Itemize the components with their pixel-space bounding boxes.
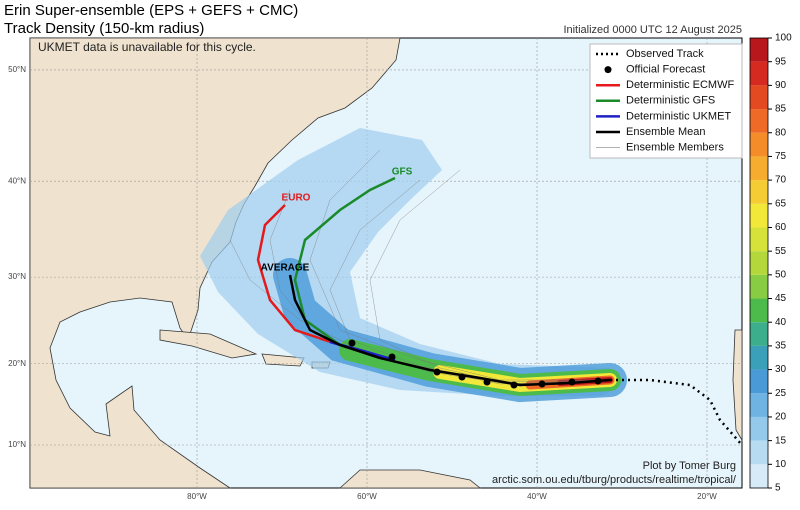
lon-label: 20°W — [697, 492, 717, 501]
annotation: AVERAGE — [261, 263, 310, 274]
graticule: 10°N 20°N 30°N 40°N 50°N 80°W 60°W 40°W 20°W — [8, 38, 742, 501]
legend-label: Ensemble Members — [626, 142, 724, 154]
lon-label: 40°W — [527, 492, 547, 501]
legend-label: Official Forecast — [626, 64, 705, 76]
colorbar-label: 90 — [775, 80, 787, 91]
colorbar-label: 5 — [775, 483, 781, 494]
colorbar-bin — [750, 203, 768, 228]
colorbar-label: 40 — [775, 317, 787, 328]
lat-label: 20°N — [8, 359, 26, 368]
colorbar-bin — [750, 61, 768, 86]
colorbar-label: 10 — [775, 459, 787, 470]
note: UKMET data is unavailable for this cycle… — [38, 40, 256, 54]
legend-marker — [604, 66, 612, 74]
colorbar-label: 100 — [775, 33, 792, 44]
colorbar-frame — [749, 37, 769, 489]
colorbar-bin — [750, 298, 768, 323]
legend-label: Observed Track — [626, 48, 704, 60]
credit: Plot by Tomer Burg — [643, 460, 736, 472]
annotation: EURO — [282, 193, 311, 204]
credit-url: arctic.som.ou.edu/tburg/products/realtim… — [492, 474, 737, 486]
colorbar: 5 10 15 20 25 30 35 40 45 50 55 60 65 70 75 80 85 90 95 100 — [749, 33, 792, 494]
lat-label: 10°N — [8, 440, 26, 449]
colorbar-bin — [750, 251, 768, 275]
lon-label: 80°W — [187, 492, 207, 501]
legend-label: Deterministic GFS — [626, 95, 715, 107]
annotation: GFS — [392, 167, 413, 178]
colorbar-bin — [750, 109, 768, 133]
colorbar-bin — [750, 274, 768, 299]
colorbar-label: 65 — [775, 198, 787, 209]
legend-label: Deterministic UKMET — [626, 110, 731, 122]
colorbar-bin — [750, 464, 768, 488]
colorbar-label: 25 — [775, 388, 787, 399]
observed-track — [610, 378, 743, 446]
colorbar-label: 75 — [775, 151, 787, 162]
colorbar-bin — [750, 156, 768, 181]
colorbar-label: 30 — [775, 364, 787, 375]
ecmwf-track — [256, 204, 341, 347]
subtitle: Track Density (150-km radius) — [4, 20, 204, 37]
legend-label: Ensemble Mean — [626, 126, 706, 138]
colorbar-bin — [750, 322, 768, 346]
colorbar-bin — [750, 393, 768, 417]
official-forecast — [348, 339, 602, 389]
colorbar-label: 95 — [775, 56, 787, 67]
colorbar-bin — [750, 132, 768, 157]
title: Erin Super-ensemble (EPS + GEFS + CMC) — [4, 2, 298, 19]
colorbar-label: 55 — [775, 246, 787, 257]
init-time: Initialized 0000 UTC 12 August 2025 — [563, 24, 742, 36]
colorbar-label: 70 — [775, 175, 787, 186]
colorbar-label: 45 — [775, 293, 787, 304]
colorbar-label: 50 — [775, 269, 787, 280]
colorbar-bin — [750, 440, 768, 465]
colorbar-bin — [750, 85, 768, 110]
legend: Observed Track Official Forecast Determini… — [589, 43, 743, 159]
colorbar-label: 80 — [775, 127, 787, 138]
colorbar-label: 15 — [775, 435, 787, 446]
lat-label: 50°N — [8, 65, 26, 74]
lat-label: 40°N — [8, 176, 26, 185]
colorbar-bin — [750, 227, 768, 252]
lat-label: 30°N — [8, 272, 26, 281]
colorbar-bin — [750, 38, 768, 62]
lon-label: 60°W — [357, 492, 377, 501]
colorbar-label: 60 — [775, 222, 787, 233]
colorbar-bin — [750, 416, 768, 441]
colorbar-label: 35 — [775, 341, 787, 352]
colorbar-bin — [750, 369, 768, 394]
colorbar-bin — [750, 180, 768, 204]
colorbar-bin — [750, 345, 768, 370]
colorbar-label: 20 — [775, 412, 787, 423]
colorbar-label: 85 — [775, 104, 787, 115]
legend-label: Deterministic ECMWF — [626, 79, 734, 91]
